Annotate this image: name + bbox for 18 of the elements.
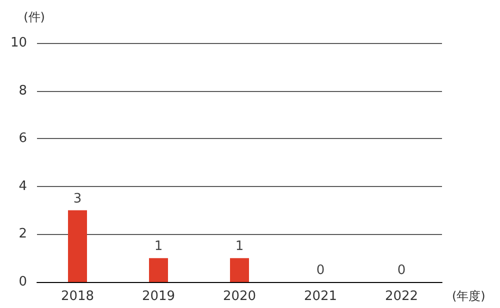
y-tick-label: 6 bbox=[18, 131, 27, 146]
x-tick-label: 2022 bbox=[384, 289, 418, 304]
data-label: 0 bbox=[397, 263, 406, 278]
y-tick-label: 10 bbox=[10, 36, 27, 50]
x-tick-label: 2021 bbox=[304, 289, 338, 304]
y-tick-label: 2 bbox=[18, 226, 27, 242]
x-tick-label: 2018 bbox=[60, 289, 94, 304]
y-tick-label: 4 bbox=[18, 178, 27, 194]
x-axis-title: (年度) bbox=[452, 289, 486, 303]
data-label: 1 bbox=[154, 239, 163, 254]
x-tick-label: 2020 bbox=[222, 289, 256, 304]
data-label: 1 bbox=[235, 239, 244, 254]
y-tick-label: 0 bbox=[18, 274, 27, 290]
data-label: 3 bbox=[73, 191, 82, 206]
y-tick-label: 8 bbox=[18, 83, 27, 98]
data-label: 0 bbox=[316, 263, 325, 278]
x-tick-label: 2019 bbox=[142, 289, 176, 304]
y-axis-title: (件) bbox=[24, 10, 45, 24]
